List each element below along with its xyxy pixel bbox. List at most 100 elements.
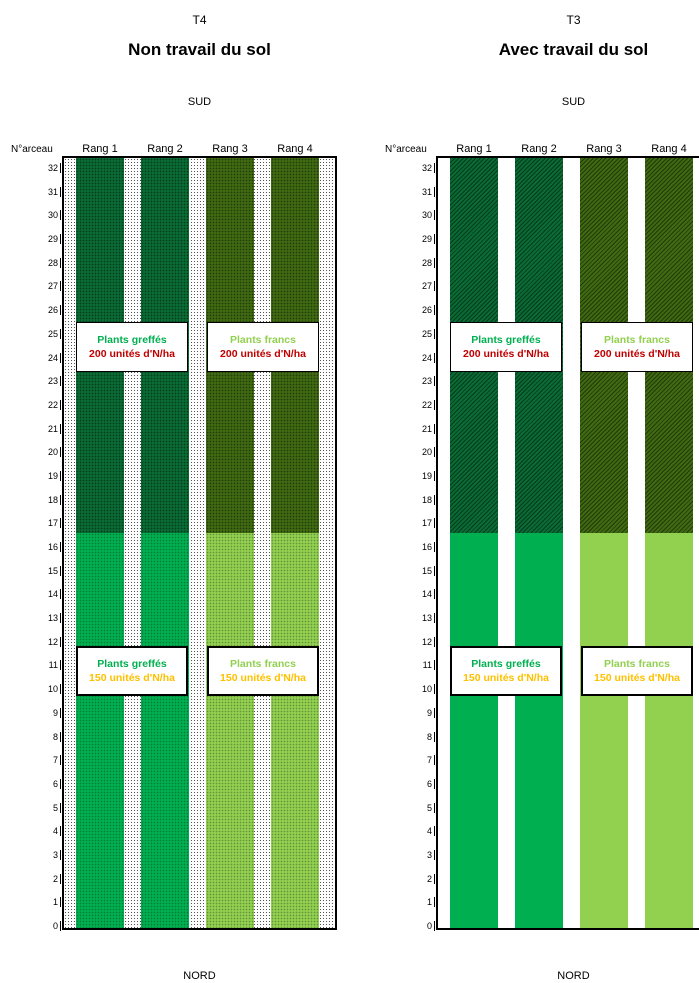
arceau-tick: 10 xyxy=(422,684,435,695)
arceau-tick: 27 xyxy=(422,281,435,292)
arceau-tick: 29 xyxy=(422,234,435,245)
arceau-tick: 2 xyxy=(427,873,435,884)
arceau-tick: 25 xyxy=(48,328,61,339)
arceau-tick: 28 xyxy=(422,257,435,268)
arceau-tick: 26 xyxy=(422,305,435,316)
arceau-tick: 12 xyxy=(48,636,61,647)
nitrogen-dose-text: 200 unités d'N/ha xyxy=(594,348,680,360)
plot-label-top-left: Plants greffés 200 unités d'N/ha xyxy=(76,322,188,372)
arceau-tick: 22 xyxy=(48,399,61,410)
arceau-tick: 23 xyxy=(48,376,61,387)
south-label: SUD xyxy=(187,96,212,108)
arceau-scale: 32 31 30 29 28 27 26 25 24 23 22 21 20 19 18 17 16 15 14 13… xyxy=(47,156,61,931)
rang-header-3: Rang 3 xyxy=(580,143,628,157)
rang-header-2: Rang 2 xyxy=(141,143,189,157)
row-block-150n-rang-4 xyxy=(645,533,693,928)
arceau-tick: 4 xyxy=(53,826,61,837)
arceau-tick: 3 xyxy=(53,849,61,860)
arceau-tick: 23 xyxy=(422,376,435,387)
nitrogen-dose-text: 150 unités d'N/ha xyxy=(463,672,549,684)
arceau-tick: 6 xyxy=(53,778,61,789)
panel-avec-travail: T3 Avec travail du sol SUD N°arceau Rang… xyxy=(374,0,699,983)
arceau-tick: 29 xyxy=(48,234,61,245)
arceau-tick: 5 xyxy=(53,802,61,813)
plot-field: Plants greffés 200 unités d'N/ha Plants fr… xyxy=(436,156,699,930)
arceau-tick: 9 xyxy=(427,707,435,718)
row-block-150n-rang-3 xyxy=(580,533,628,928)
row-block-150n-rang-2 xyxy=(515,533,563,928)
plot-label-bottom-left: Plants greffés 150 unités d'N/ha xyxy=(450,646,562,696)
treatment-code: T4 xyxy=(192,13,207,27)
arceau-scale: 32 31 30 29 28 27 26 25 24 23 22 21 20 19 18 17 16 15 14 13… xyxy=(421,156,435,931)
nitrogen-dose-text: 200 unités d'N/ha xyxy=(220,348,306,360)
plot-label-top-right: Plants francs 200 unités d'N/ha xyxy=(207,322,319,372)
plot-label-bottom-right: Plants francs 150 unités d'N/ha xyxy=(207,646,319,696)
arceau-tick: 32 xyxy=(422,163,435,173)
arceau-tick: 0 xyxy=(53,921,61,931)
north-label: NORD xyxy=(557,970,590,982)
arceau-tick: 12 xyxy=(422,636,435,647)
nitrogen-dose-text: 200 unités d'N/ha xyxy=(463,348,549,360)
plot-label-bottom-right: Plants francs 150 unités d'N/ha xyxy=(581,646,693,696)
rang-header-2: Rang 2 xyxy=(515,143,563,157)
arceau-tick: 16 xyxy=(422,542,435,552)
arceau-tick: 32 xyxy=(48,163,61,173)
arceau-tick: 17 xyxy=(48,518,61,529)
arceau-tick: 21 xyxy=(422,423,435,434)
arceau-tick: 30 xyxy=(48,210,61,221)
treatment-code: T3 xyxy=(566,13,581,27)
arceau-tick: 7 xyxy=(427,755,435,766)
plant-type-text: Plants francs xyxy=(230,658,296,670)
arceau-tick: 31 xyxy=(48,186,61,197)
arceau-tick: 31 xyxy=(422,186,435,197)
panel-non-travail: T4 Non travail du sol SUD N°arceau Rang … xyxy=(0,0,349,983)
arceau-tick: 18 xyxy=(422,494,435,505)
nitrogen-dose-text: 150 unités d'N/ha xyxy=(594,672,680,684)
arceau-tick: 27 xyxy=(48,281,61,292)
arceau-tick: 19 xyxy=(422,470,435,481)
rang-header-1: Rang 1 xyxy=(76,143,124,157)
nitrogen-dose-text: 200 unités d'N/ha xyxy=(89,348,175,360)
arceau-tick: 0 xyxy=(427,921,435,931)
arceau-tick: 2 xyxy=(53,873,61,884)
plot-label-top-right: Plants francs 200 unités d'N/ha xyxy=(581,322,693,372)
row-block-150n-rang-1 xyxy=(76,533,124,928)
nitrogen-dose-text: 150 unités d'N/ha xyxy=(89,672,175,684)
row-block-150n-rang-2 xyxy=(141,533,189,928)
arceau-tick: 3 xyxy=(427,849,435,860)
arceau-tick: 24 xyxy=(48,352,61,363)
plant-type-text: Plants greffés xyxy=(97,658,167,670)
arceau-tick: 22 xyxy=(422,399,435,410)
arceau-tick: 20 xyxy=(422,447,435,458)
row-block-150n-rang-3 xyxy=(206,533,254,928)
arceau-tick: 1 xyxy=(427,897,435,908)
row-block-150n-rang-1 xyxy=(450,533,498,928)
arceau-tick: 15 xyxy=(422,565,435,576)
arceau-tick: 30 xyxy=(422,210,435,221)
arceau-tick: 16 xyxy=(48,542,61,552)
arceau-tick: 13 xyxy=(422,613,435,624)
arceau-tick: 5 xyxy=(427,802,435,813)
arceau-tick: 14 xyxy=(422,589,435,600)
plant-type-text: Plants greffés xyxy=(97,334,167,346)
arceau-tick: 21 xyxy=(48,423,61,434)
rang-header-3: Rang 3 xyxy=(206,143,254,157)
plot-label-top-left: Plants greffés 200 unités d'N/ha xyxy=(450,322,562,372)
plant-type-text: Plants francs xyxy=(604,334,670,346)
arceau-tick: 15 xyxy=(48,565,61,576)
arceau-tick: 20 xyxy=(48,447,61,458)
rang-header-1: Rang 1 xyxy=(450,143,498,157)
panel-title: Non travail du sol xyxy=(128,40,271,59)
arceau-tick: 6 xyxy=(427,778,435,789)
arceau-tick: 13 xyxy=(48,613,61,624)
panel-title: Avec travail du sol xyxy=(498,40,649,59)
row-block-150n-rang-4 xyxy=(271,533,319,928)
arceau-tick: 28 xyxy=(48,257,61,268)
arceau-tick: 19 xyxy=(48,470,61,481)
arceau-tick: 9 xyxy=(53,707,61,718)
arceau-tick: 4 xyxy=(427,826,435,837)
arceau-tick: 11 xyxy=(49,660,61,671)
arceau-tick: 24 xyxy=(422,352,435,363)
arceau-tick: 26 xyxy=(48,305,61,316)
arceau-tick: 1 xyxy=(53,897,61,908)
